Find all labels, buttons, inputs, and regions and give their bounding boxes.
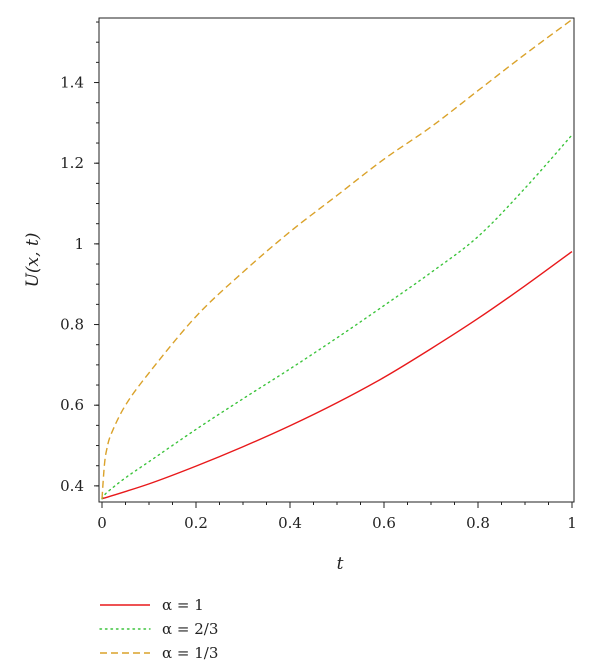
y-tick-label: 0.4 — [60, 477, 84, 495]
x-tick-label: 1 — [567, 514, 577, 532]
y-tick-label: 0.8 — [60, 316, 84, 334]
x-tick-label: 0 — [97, 514, 107, 532]
series-line-2 — [101, 134, 573, 500]
plot-frame — [98, 17, 575, 503]
legend-label: α = 1 — [162, 596, 204, 614]
series-line-1 — [101, 250, 573, 500]
y-axis-label: U(x, t) — [23, 233, 43, 288]
x-tick-label: 0.2 — [184, 514, 208, 532]
x-tick-label: 0.4 — [278, 514, 302, 532]
x-axis-label: t — [337, 554, 344, 574]
legend-label: α = 2/3 — [162, 620, 218, 638]
y-tick-label: 1 — [74, 235, 84, 253]
legend-label: α = 1/3 — [162, 644, 218, 662]
y-tick-label: 1.4 — [60, 74, 84, 92]
x-axis-ticks: 0 0.2 0.4 0.6 0.8 1 — [97, 502, 577, 532]
y-tick-label: 1.2 — [60, 154, 84, 172]
x-tick-label: 0.8 — [466, 514, 490, 532]
series-line-3 — [101, 19, 573, 499]
series-lines — [101, 19, 573, 500]
y-tick-label: 0.6 — [60, 396, 84, 414]
x-tick-label: 0.6 — [372, 514, 396, 532]
legend: α = 1 α = 2/3 α = 1/3 — [99, 596, 218, 662]
y-axis-ticks: 0.4 0.6 0.8 1 1.2 1.4 — [60, 21, 99, 495]
